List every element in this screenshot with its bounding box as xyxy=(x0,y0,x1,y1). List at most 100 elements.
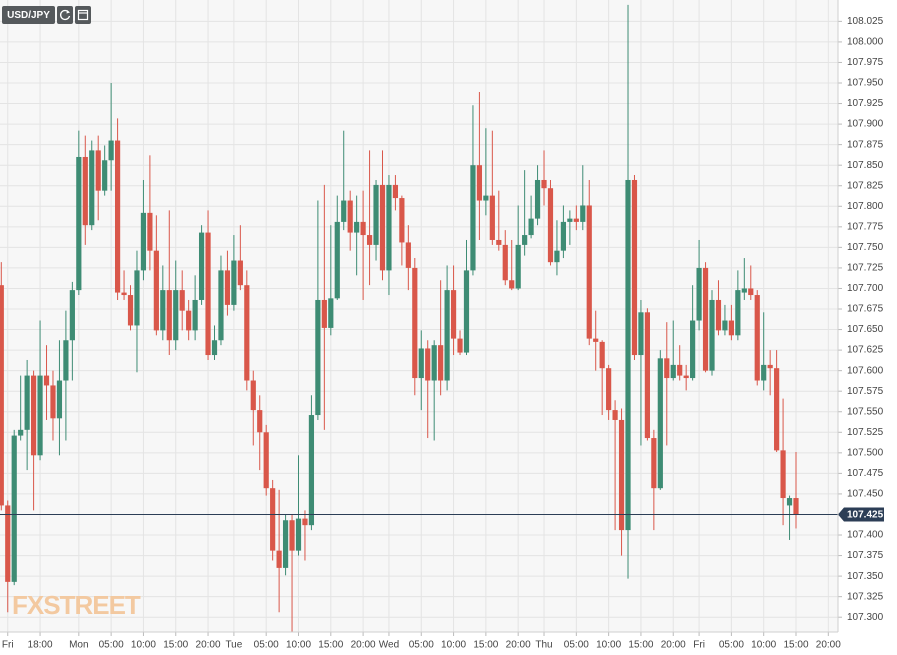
toolbar: USD/JPY xyxy=(2,6,91,24)
symbol-label[interactable]: USD/JPY xyxy=(7,10,50,21)
y-tick-label: 107.450 xyxy=(847,489,884,500)
y-tick-label: 107.650 xyxy=(847,324,884,335)
candle-body xyxy=(244,285,250,381)
y-tick-label: 107.500 xyxy=(847,447,884,458)
candle-body xyxy=(580,205,586,222)
x-tick-label: 15:00 xyxy=(783,640,808,651)
candle-body xyxy=(489,195,495,240)
candle-body xyxy=(354,221,360,233)
y-tick-label: 107.925 xyxy=(847,98,884,109)
candle-body xyxy=(463,270,470,353)
symbol-button[interactable] xyxy=(2,6,55,24)
candle-body xyxy=(586,205,592,339)
x-tick-label: 05:00 xyxy=(99,640,124,651)
candle-body xyxy=(30,375,37,456)
candle-body xyxy=(160,290,166,331)
candle-body xyxy=(56,380,63,419)
refresh-button[interactable] xyxy=(57,6,73,24)
candle-body xyxy=(308,415,315,526)
candle-body xyxy=(334,221,340,299)
x-tick-label: Thu xyxy=(535,640,552,651)
y-tick-label: 107.850 xyxy=(847,160,884,171)
y-tick-label: 107.700 xyxy=(847,283,884,294)
x-tick-label: 20:00 xyxy=(506,640,531,651)
candle-body xyxy=(457,338,463,353)
candle-body xyxy=(211,340,218,356)
candle-body xyxy=(709,299,715,371)
candle-body xyxy=(664,358,670,379)
x-tick-label: 15:00 xyxy=(473,640,498,651)
candle-body xyxy=(438,345,444,381)
candle-body xyxy=(360,221,366,236)
candle-body xyxy=(379,184,386,271)
x-tick-label: 05:00 xyxy=(564,640,589,651)
candle-body xyxy=(147,212,153,251)
candle-body xyxy=(11,435,17,582)
calendar-icon xyxy=(77,9,89,21)
candle-body xyxy=(496,239,502,245)
candle-body xyxy=(50,385,56,419)
candle-body xyxy=(76,156,82,291)
x-tick-label: 10:00 xyxy=(596,640,621,651)
x-tick-label: Fri xyxy=(693,640,705,651)
current-price-label: 107.425 xyxy=(847,510,884,521)
candle-body xyxy=(593,338,599,342)
candle-body xyxy=(567,218,573,222)
candle-body xyxy=(638,312,644,356)
y-tick-label: 107.525 xyxy=(847,427,884,438)
y-tick-label: 107.550 xyxy=(847,406,884,417)
candle-body xyxy=(761,364,767,381)
x-tick-label: 15:00 xyxy=(163,640,188,651)
candle-body xyxy=(722,320,728,331)
candle-body xyxy=(289,520,295,551)
candle-body xyxy=(328,298,334,328)
y-tick-label: 107.875 xyxy=(847,139,884,150)
y-tick-label: 108.025 xyxy=(847,16,884,27)
candle-body xyxy=(522,235,528,245)
candle-body xyxy=(282,520,289,568)
candle-body xyxy=(224,270,231,305)
candle-body xyxy=(431,345,437,381)
candle-body xyxy=(37,375,43,456)
x-tick-label: 05:00 xyxy=(409,640,434,651)
x-tick-label: 18:00 xyxy=(28,640,53,651)
candle-body xyxy=(321,299,327,328)
candle-body xyxy=(767,364,773,369)
candle-body xyxy=(560,221,567,251)
candle-body xyxy=(677,364,683,376)
candle-body xyxy=(392,184,399,199)
candle-body xyxy=(153,250,159,331)
candle-body xyxy=(114,140,121,293)
candle-body xyxy=(412,267,418,379)
candle-body xyxy=(780,450,786,499)
candle-body xyxy=(373,184,379,245)
candle-body xyxy=(341,200,347,222)
candle-body xyxy=(696,267,702,321)
refresh-arrow xyxy=(66,10,70,14)
y-tick-label: 107.325 xyxy=(847,591,884,602)
current-price-flag xyxy=(838,507,884,522)
x-tick-label: 05:00 xyxy=(254,640,279,651)
y-tick-label: 107.975 xyxy=(847,57,884,68)
candle-body xyxy=(108,140,114,161)
candle-body xyxy=(657,358,663,489)
candle-body xyxy=(735,290,741,336)
candle-body xyxy=(606,368,612,411)
candle-body xyxy=(69,290,75,341)
candle-body xyxy=(302,518,308,526)
candle-body xyxy=(728,320,734,336)
y-tick-label: 107.350 xyxy=(847,571,884,582)
calendar-button[interactable] xyxy=(75,6,91,24)
candle-body xyxy=(754,295,760,381)
candle-body xyxy=(425,348,431,381)
x-tick-label: 15:00 xyxy=(628,640,653,651)
candle-body xyxy=(573,218,579,222)
candle-body xyxy=(250,380,256,411)
candle-body xyxy=(534,179,541,219)
candle-body xyxy=(198,232,205,300)
y-tick-label: 107.375 xyxy=(847,550,884,561)
x-tick-label: 10:00 xyxy=(286,640,311,651)
grid xyxy=(0,0,838,632)
candle-body xyxy=(541,179,547,189)
candle-body xyxy=(625,179,631,531)
